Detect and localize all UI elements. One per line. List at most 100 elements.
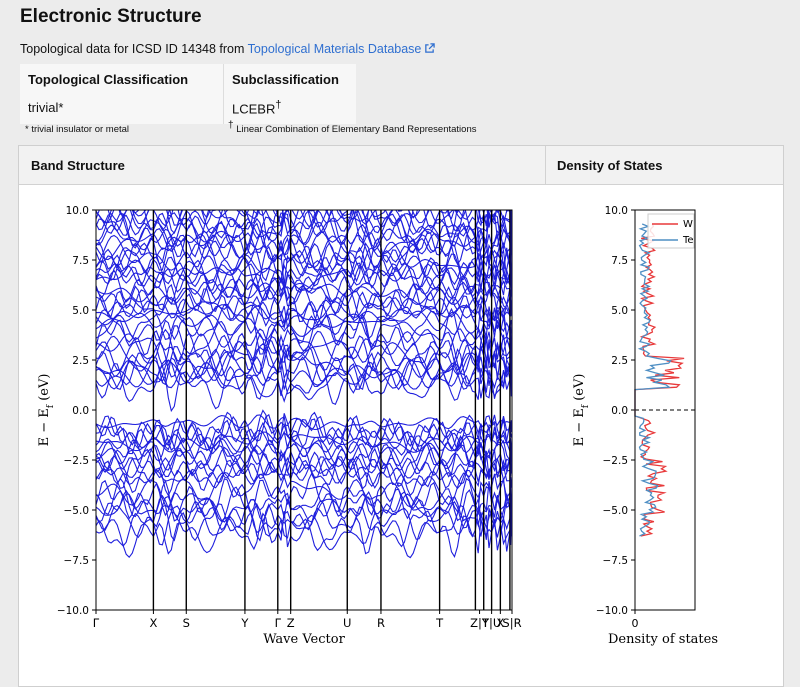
dos-heading: Density of States (557, 158, 663, 173)
band-line (305, 210, 504, 212)
band-line (96, 263, 512, 302)
band-line (96, 234, 512, 271)
topological-classification-header: Topological Classification (20, 64, 224, 93)
band-line (96, 434, 512, 490)
band-x-tick-label: X (496, 616, 504, 630)
dos-y-tick-label: 5.0 (611, 305, 628, 317)
band-line (96, 253, 512, 301)
band-line (96, 357, 512, 403)
band-line (96, 210, 512, 240)
band-x-ticks: Γ X S Y Γ Z U R T Z|YT|UXS|R (93, 610, 522, 630)
dos-y-axis-label: E − Ef (eV) (572, 374, 591, 447)
dos-x-tick-label: 0 (632, 617, 639, 630)
band-line (96, 261, 512, 286)
band-y-tick-label: −10.0 (57, 605, 89, 617)
band-line (96, 220, 512, 274)
band-line (96, 343, 512, 390)
band-line (96, 359, 512, 390)
band-line (96, 472, 512, 508)
band-line (96, 210, 512, 227)
dos-plot-frame (634, 209, 696, 611)
band-y-tick-label: 2.5 (72, 355, 89, 367)
band-line (96, 431, 512, 453)
dagger-mark: † (275, 99, 282, 111)
header-divider (545, 146, 546, 184)
source-line: Topological data for ICSD ID 14348 from … (20, 42, 436, 56)
band-y-axis-label: E − Ef (eV) (37, 374, 56, 447)
band-y-tick-label: 0.0 (72, 405, 89, 417)
dos-series-w (634, 223, 685, 537)
panel-header: Band Structure Density of States (19, 146, 783, 185)
dos-y-tick-label: −2.5 (603, 455, 629, 467)
dos-y-ticks: −10.0 −7.5 −5.0 −2.5 0.0 2.5 5.0 7.5 10.0 (596, 205, 635, 617)
band-y-tick-label: −5.0 (64, 505, 90, 517)
band-plot-frame (95, 209, 513, 611)
band-line (96, 477, 512, 523)
band-line (96, 463, 512, 490)
band-x-tick-label: X (149, 616, 157, 630)
band-line (96, 503, 512, 552)
external-link-icon (425, 43, 436, 53)
band-line (96, 330, 512, 381)
band-line (96, 511, 512, 559)
topological-db-link-label: Topological Materials Database (247, 42, 422, 56)
band-x-tick-label: T (435, 616, 444, 630)
footnote-dagger: † (228, 120, 234, 131)
band-x-tick-label: Y (240, 616, 249, 630)
subclassification-value-cell: LCEBR† (224, 93, 357, 124)
band-kpoint-lines (152, 210, 511, 610)
band-line (118, 210, 508, 220)
band-line (96, 493, 512, 523)
topological-classification-value: trivial* (20, 93, 224, 125)
dos-y-tick-label: 10.0 (605, 205, 628, 217)
band-line (96, 499, 512, 542)
band-line (96, 409, 512, 447)
legend-box (647, 213, 695, 249)
dos-x-ticks: 0 (632, 610, 639, 630)
band-x-tick-label: S|R (502, 616, 521, 630)
band-y-tick-label: 7.5 (72, 255, 89, 267)
band-y-tick-label: −7.5 (64, 555, 90, 567)
footnote-lcebr: † Linear Combination of Elementary Band … (228, 120, 476, 135)
band-line (96, 472, 512, 520)
band-line (96, 489, 512, 537)
band-line (96, 313, 512, 372)
band-line (96, 320, 512, 371)
band-line (96, 304, 512, 330)
dos-y-tick-label: 0.0 (611, 405, 628, 417)
band-line (96, 210, 512, 244)
band-line (96, 414, 512, 431)
footnote-lcebr-text: Linear Combination of Elementary Band Re… (236, 124, 477, 136)
band-structure-heading: Band Structure (31, 158, 125, 173)
legend-w-label: W (683, 219, 693, 230)
page-title: Electronic Structure (20, 6, 202, 27)
band-x-tick-label: R (377, 616, 385, 630)
band-line (96, 210, 512, 252)
topology-table: Topological Classification Subclassifica… (20, 64, 357, 125)
band-line (96, 231, 512, 283)
dos-y-tick-label: −10.0 (596, 605, 628, 617)
dos-y-tick-label: 7.5 (611, 255, 628, 267)
dos-chart: −10.0 −7.5 −5.0 −2.5 0.0 2.5 5.0 7.5 10.0 W Te 0… (572, 205, 718, 647)
band-line (96, 280, 512, 306)
dos-y-tick-label: −7.5 (603, 555, 629, 567)
band-x-tick-label: Z (287, 616, 295, 630)
band-x-tick-label: U (343, 616, 351, 630)
subclassification-value: LCEBR (232, 101, 276, 117)
band-line (96, 328, 512, 377)
band-line (96, 361, 512, 413)
dos-legend: W Te (647, 213, 695, 249)
topological-db-link[interactable]: Topological Materials Database (248, 42, 436, 56)
band-x-tick-label: Z|Y (470, 616, 490, 630)
dos-y-tick-label: −5.0 (603, 505, 629, 517)
band-line (96, 332, 512, 387)
dos-y-tick-label: 2.5 (611, 355, 628, 367)
band-line (96, 418, 512, 455)
band-line (96, 348, 512, 391)
legend-te-label: Te (682, 235, 694, 246)
subclassification-header: Subclassification (232, 72, 339, 87)
band-line (96, 304, 512, 355)
band-x-axis-label: Wave Vector (263, 632, 345, 647)
band-lines (96, 210, 512, 559)
